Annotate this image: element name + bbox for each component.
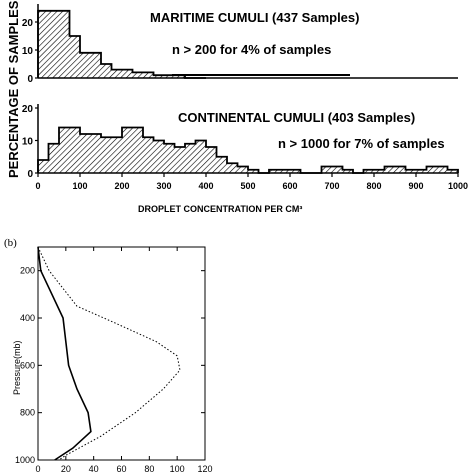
- profile-y-label: Pressure(mb): [12, 340, 22, 395]
- x-tick-label: 300: [156, 181, 171, 191]
- profile-y-tick-label: 800: [20, 408, 35, 418]
- profile-x-tick-label: 100: [170, 464, 185, 474]
- continental-bar: [38, 160, 49, 173]
- continental-bar: [342, 169, 353, 173]
- continental-bar: [132, 127, 143, 173]
- x-tick-label: 0: [35, 181, 40, 191]
- continental-bar: [206, 147, 217, 173]
- maritime-note: n > 200 for 4% of samples: [172, 42, 331, 57]
- maritime-bar: [38, 10, 49, 78]
- continental-bar: [384, 166, 395, 173]
- continental-bar: [332, 166, 343, 173]
- maritime-title: MARITIME CUMULI (437 Samples): [150, 10, 359, 25]
- maritime-y-tick-label: 10: [22, 46, 34, 57]
- x-tick-label: 100: [72, 181, 87, 191]
- continental-bar: [290, 169, 301, 173]
- histogram-panel: PERCENTAGE OF SAMPLES 0 10 20 MARITIME CUM…: [6, 0, 468, 214]
- maritime-bar: [59, 10, 70, 78]
- profile-x-tick-label: 40: [89, 464, 99, 474]
- x-tick-label: 400: [198, 181, 213, 191]
- continental-bar: [69, 127, 80, 173]
- maritime-bar: [174, 75, 185, 78]
- maritime-bars: [37, 9, 206, 79]
- continental-bar: [447, 169, 458, 173]
- maritime-bar: [164, 75, 175, 78]
- profile-x-tick-label: 60: [116, 464, 126, 474]
- continental-bar: [269, 169, 280, 173]
- x-tick-label: 900: [408, 181, 423, 191]
- profile-y-tick-label: 400: [20, 313, 35, 323]
- continental-bar: [437, 166, 448, 173]
- continental-bar: [405, 169, 416, 173]
- continental-bar: [90, 134, 101, 173]
- maritime-bar: [111, 69, 122, 78]
- x-tick-label: 200: [114, 181, 129, 191]
- continental-bar: [237, 166, 248, 173]
- x-axis-label: DROPLET CONCENTRATION PER CM³: [138, 204, 302, 214]
- profile-x-tick-label: 120: [197, 464, 212, 474]
- continental-bar: [111, 137, 122, 173]
- continental-bar: [216, 156, 227, 173]
- continental-bar: [363, 169, 374, 173]
- continental-bar: [48, 143, 59, 173]
- continental-note: n > 1000 for 7% of samples: [278, 136, 445, 151]
- profile-y-tick-label: 200: [20, 266, 35, 276]
- continental-bar: [374, 169, 385, 173]
- maritime-bar: [101, 64, 112, 78]
- maritime-y-tick-label: 20: [22, 18, 34, 29]
- maritime-y-tick-label: 0: [27, 74, 33, 85]
- maritime-bar: [48, 10, 59, 78]
- profile-y-tick-label: 600: [20, 360, 35, 370]
- continental-y-tick-label: 10: [22, 137, 34, 148]
- x-tick-label: 700: [324, 181, 339, 191]
- y-axis-label: PERCENTAGE OF SAMPLES: [6, 0, 21, 178]
- continental-bar: [101, 137, 112, 173]
- maritime-bar: [153, 75, 164, 78]
- continental-bar: [195, 140, 206, 173]
- continental-bar: [321, 166, 332, 173]
- continental-bar: [122, 127, 133, 173]
- profile-x-tick-label: 20: [61, 464, 71, 474]
- continental-bar: [153, 140, 164, 173]
- profile-y-tick-label: 1000: [15, 455, 35, 465]
- continental-bar: [164, 143, 175, 173]
- continental-bar: [279, 169, 290, 173]
- profile-lines: [37, 246, 181, 461]
- continental-bar: [143, 137, 154, 173]
- panel-b-label: (b): [4, 237, 17, 249]
- profile-frame: [37, 246, 206, 461]
- continental-bar: [426, 166, 437, 173]
- x-tick-label: 800: [366, 181, 381, 191]
- maritime-bar: [132, 72, 143, 78]
- continental-bar: [185, 143, 196, 173]
- continental-bar: [80, 134, 91, 173]
- continental-xticks: 0 100 200 300 400 500 600 700 800 900 1000: [35, 173, 468, 191]
- continental-bar: [395, 166, 406, 173]
- continental-bar: [416, 169, 427, 173]
- continental-bar: [174, 147, 185, 173]
- x-tick-label: 1000: [448, 181, 468, 191]
- maritime-bar: [122, 69, 133, 78]
- profile-solid-line: [37, 246, 92, 461]
- x-tick-label: 500: [240, 181, 255, 191]
- continental-title: CONTINENTAL CUMULI (403 Samples): [178, 110, 415, 125]
- continental-bars: [37, 126, 459, 174]
- continental-bar: [248, 169, 259, 173]
- continental-y-tick-label: 0: [27, 169, 33, 180]
- maritime-bar: [90, 52, 101, 78]
- continental-outline: [37, 126, 459, 174]
- continental-bar: [59, 127, 70, 173]
- maritime-bar: [80, 52, 91, 78]
- maritime-bar: [69, 36, 80, 78]
- profile-x-tick-label: 0: [35, 464, 40, 474]
- profile-x-tick-label: 80: [144, 464, 154, 474]
- maritime-bar: [143, 72, 154, 78]
- profile-dotted-line: [37, 246, 181, 461]
- continental-bar: [227, 163, 238, 173]
- continental-y-tick-label: 20: [22, 104, 34, 115]
- x-tick-label: 600: [282, 181, 297, 191]
